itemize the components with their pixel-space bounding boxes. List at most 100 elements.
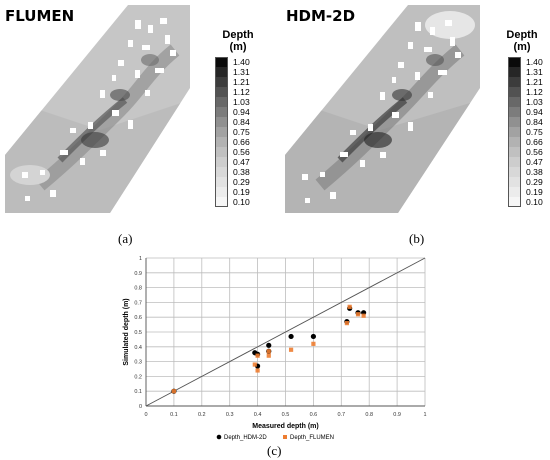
legend-a-swatch bbox=[215, 177, 228, 187]
legend-a-label: 1.31 bbox=[233, 67, 250, 77]
legend-b-swatch bbox=[508, 187, 521, 197]
legend-b-row: 0.10 bbox=[508, 197, 543, 207]
legend-b-swatch bbox=[508, 87, 521, 97]
legend-a-swatch bbox=[215, 137, 228, 147]
map-a-flood-depth bbox=[5, 5, 190, 213]
legend-b-label: 1.40 bbox=[526, 57, 543, 67]
legend-b-row: 1.40 bbox=[508, 57, 543, 67]
legend-b-swatch bbox=[508, 117, 521, 127]
point-flumen bbox=[344, 321, 349, 326]
x-tick-label: 0.1 bbox=[170, 412, 178, 418]
y-tick-label: 0 bbox=[139, 404, 142, 410]
legend-b-label: 1.21 bbox=[526, 77, 543, 87]
legend-b-swatch bbox=[508, 197, 521, 207]
x-axis-label: Measured depth (m) bbox=[252, 423, 319, 430]
legend-a-swatch bbox=[215, 107, 228, 117]
legend-a-label: 1.03 bbox=[233, 97, 250, 107]
legend-a-row: 1.31 bbox=[215, 67, 250, 77]
legend-a-row: 0.66 bbox=[215, 137, 250, 147]
legend-a-swatch bbox=[215, 57, 228, 67]
legend-a-colorbar: 1.40 1.31 1.21 1.12 1.03 0.94 0.84 0.75 0.66 0.56… bbox=[215, 57, 250, 207]
x-tick-label: 0 bbox=[144, 412, 147, 418]
legend-a-label: 0.84 bbox=[233, 117, 250, 127]
point-flumen bbox=[255, 368, 260, 373]
legend-a-row: 0.29 bbox=[215, 177, 250, 187]
legend-b-label: 0.94 bbox=[526, 107, 543, 117]
legend-b-swatch bbox=[508, 127, 521, 137]
legend-a-row: 0.10 bbox=[215, 197, 250, 207]
x-tick-label: 0.5 bbox=[282, 412, 290, 418]
legend-a-label: 0.66 bbox=[233, 137, 250, 147]
legend-b-swatch bbox=[508, 177, 521, 187]
legend-b-swatch bbox=[508, 167, 521, 177]
legend-b-swatch bbox=[508, 147, 521, 157]
legend-a-swatch bbox=[215, 187, 228, 197]
x-tick-label: 0.3 bbox=[226, 412, 234, 418]
legend-marker-flumen bbox=[283, 435, 287, 439]
legend-a-swatch bbox=[215, 147, 228, 157]
legend-a-label: 1.12 bbox=[233, 87, 250, 97]
point-flumen bbox=[171, 389, 176, 394]
point-flumen bbox=[266, 353, 271, 358]
legend-b-row: 0.56 bbox=[508, 147, 543, 157]
legend-a-label: 0.56 bbox=[233, 147, 250, 157]
legend-a-row: 0.56 bbox=[215, 147, 250, 157]
scatter-chart: 0 0.1 0.2 0.3 0.4 0.5 0.6 0.7 0.8 0.9 1 0 0.1 0.2 0.3 0… bbox=[123, 256, 427, 441]
legend-b-row: 0.75 bbox=[508, 127, 543, 137]
legend-b-label: 0.47 bbox=[526, 157, 543, 167]
legend-b-colorbar: 1.40 1.31 1.21 1.12 1.03 0.94 0.84 0.75 0.66 0.56… bbox=[508, 57, 543, 207]
legend-b-label: 0.19 bbox=[526, 187, 543, 197]
point-flumen bbox=[266, 349, 271, 354]
legend-a-row: 1.12 bbox=[215, 87, 250, 97]
legend-a-title: Depth (m) bbox=[208, 29, 268, 53]
legend-b-row: 1.31 bbox=[508, 67, 543, 77]
legend-a-row: 0.47 bbox=[215, 157, 250, 167]
legend-a-row: 0.94 bbox=[215, 107, 250, 117]
panel-a-label: (a) bbox=[118, 231, 133, 246]
legend-b-row: 0.47 bbox=[508, 157, 543, 167]
x-tick-label: 1 bbox=[423, 412, 426, 418]
legend-label-hdm-2d: Depth_HDM-2D bbox=[224, 435, 267, 441]
legend-a-swatch bbox=[215, 167, 228, 177]
legend-b-swatch bbox=[508, 67, 521, 77]
point-flumen bbox=[255, 353, 260, 358]
legend-a-title-line2: (m) bbox=[229, 41, 247, 53]
legend-a-label: 0.38 bbox=[233, 167, 250, 177]
y-tick-label: 0.1 bbox=[134, 389, 142, 395]
legend-a-label: 0.10 bbox=[233, 197, 250, 207]
legend-a-row: 1.03 bbox=[215, 97, 250, 107]
map-b-title: HDM-2D bbox=[286, 7, 356, 25]
legend-a-swatch bbox=[215, 127, 228, 137]
y-tick-label: 0.3 bbox=[134, 360, 142, 366]
panel-b-label: (b) bbox=[409, 231, 425, 246]
legend-a-row: 0.38 bbox=[215, 167, 250, 177]
legend-b-swatch bbox=[508, 157, 521, 167]
legend-a-row: 1.40 bbox=[215, 57, 250, 67]
legend-a-swatch bbox=[215, 67, 228, 77]
x-tick-label: 0.6 bbox=[310, 412, 318, 418]
legend-b-label: 0.10 bbox=[526, 197, 543, 207]
legend-b-row: 1.03 bbox=[508, 97, 543, 107]
legend-b-swatch bbox=[508, 97, 521, 107]
point-flumen bbox=[288, 347, 294, 352]
legend-a-label: 0.19 bbox=[233, 187, 250, 197]
legend-b-title-line1: Depth bbox=[506, 29, 538, 41]
legend-a-title-line1: Depth bbox=[222, 29, 254, 41]
legend-a-swatch bbox=[215, 77, 228, 87]
legend-b-row: 0.29 bbox=[508, 177, 543, 187]
legend-b-title-line2: (m) bbox=[513, 41, 531, 53]
y-tick-label: 0.6 bbox=[134, 315, 142, 321]
x-tick-label: 0.4 bbox=[254, 412, 262, 418]
legend-a-swatch bbox=[215, 197, 228, 207]
legend-b-row: 1.21 bbox=[508, 77, 543, 87]
legend-b-swatch bbox=[508, 137, 521, 147]
legend-b-label: 0.29 bbox=[526, 177, 543, 187]
legend-b-label: 0.38 bbox=[526, 167, 543, 177]
legend-label-flumen: Depth_FLUMEN bbox=[290, 435, 334, 441]
point-flumen bbox=[311, 341, 316, 346]
legend-b-row: 0.84 bbox=[508, 117, 543, 127]
legend-b-label: 0.84 bbox=[526, 117, 543, 127]
legend-b-row: 1.12 bbox=[508, 87, 543, 97]
legend-a-row: 1.21 bbox=[215, 77, 250, 87]
point-hdm-2d bbox=[288, 333, 294, 340]
